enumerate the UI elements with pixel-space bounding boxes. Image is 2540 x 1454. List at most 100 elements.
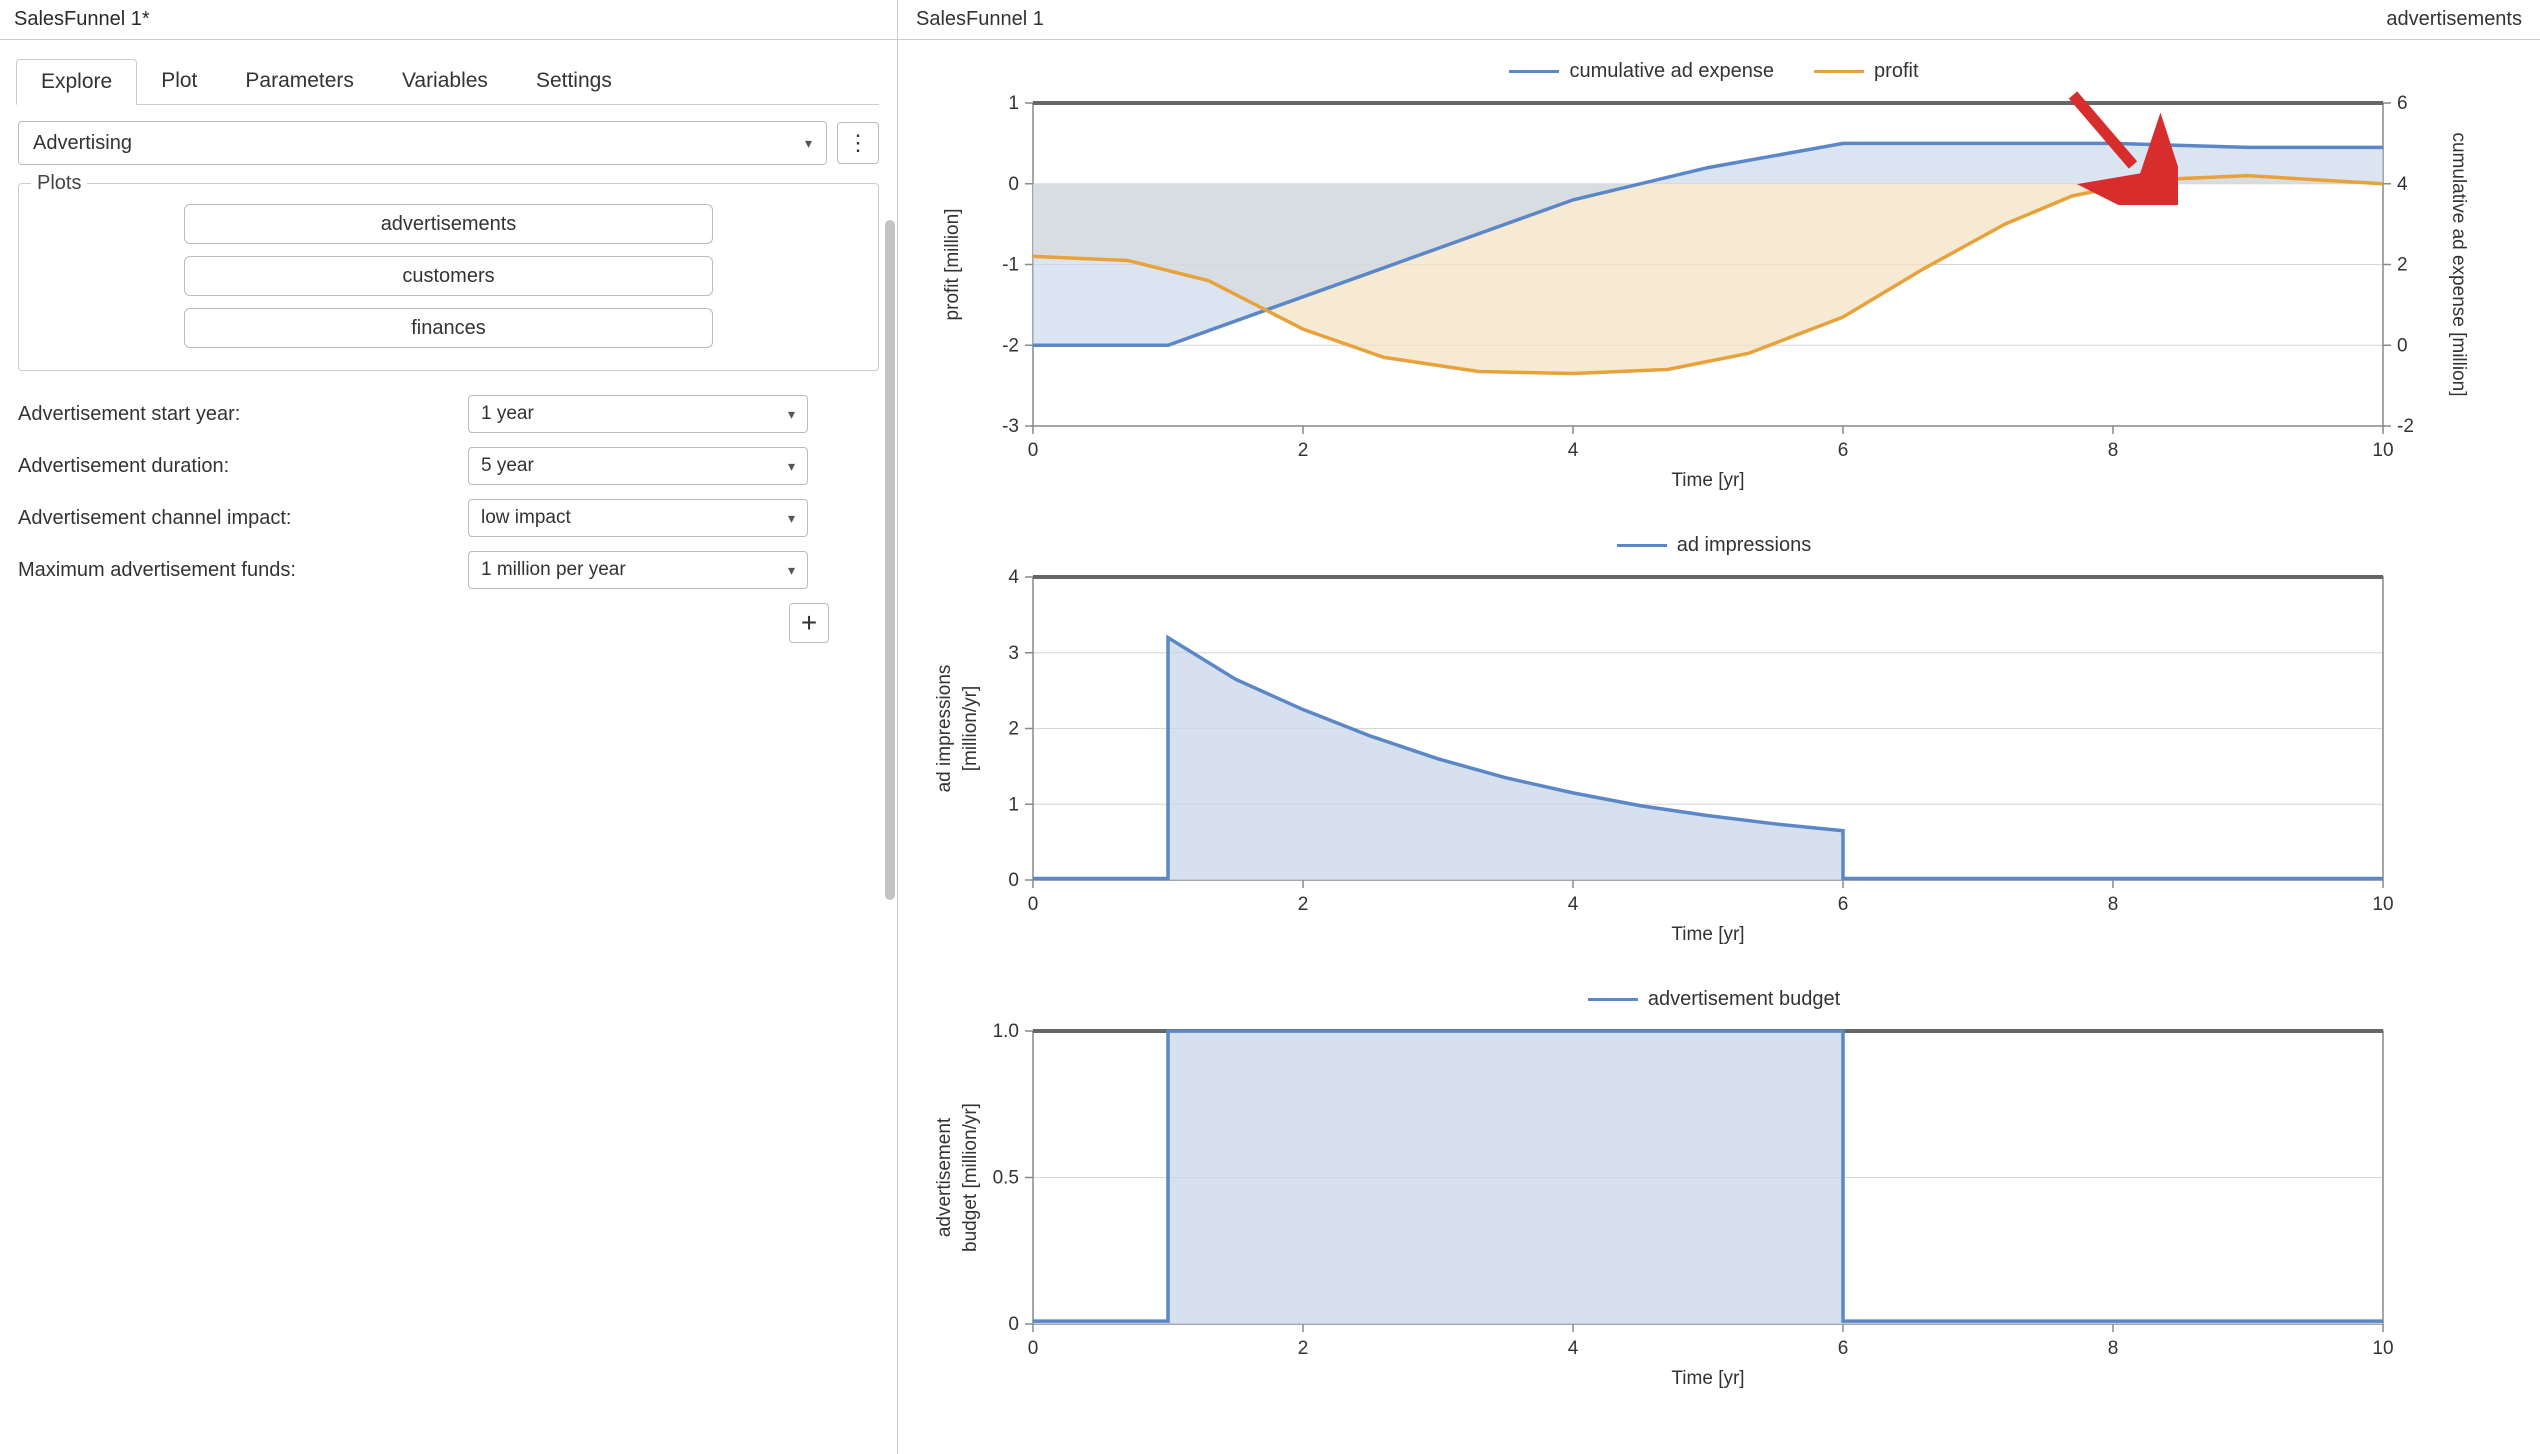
svg-text:advertisement: advertisement [934, 1117, 955, 1237]
right-title-left: SalesFunnel 1 [916, 8, 1044, 31]
chevron-down-icon: ▾ [788, 406, 795, 423]
param-select-0[interactable]: 1 year ▾ [468, 395, 808, 433]
chevron-down-icon: ▾ [788, 458, 795, 475]
param-row: Advertisement start year: 1 year ▾ [18, 395, 879, 433]
svg-text:6: 6 [2397, 93, 2408, 114]
param-label: Advertisement channel impact: [18, 507, 468, 530]
svg-text:0: 0 [1008, 1314, 1019, 1335]
param-select-3[interactable]: 1 million per year ▾ [468, 551, 808, 589]
legend-swatch [1509, 70, 1559, 73]
right-header: SalesFunnel 1 advertisements [898, 0, 2540, 40]
param-label: Maximum advertisement funds: [18, 559, 468, 582]
svg-text:2: 2 [2397, 255, 2408, 276]
svg-text:1: 1 [1008, 794, 1019, 815]
chevron-down-icon: ▾ [788, 562, 795, 579]
plots-group: Plots advertisementscustomersfinances [18, 183, 879, 371]
svg-text:ad impressions: ad impressions [934, 665, 955, 793]
left-title: SalesFunnel 1* [0, 0, 897, 40]
param-select-2[interactable]: low impact ▾ [468, 499, 808, 537]
param-label: Advertisement duration: [18, 455, 468, 478]
tab-parameters[interactable]: Parameters [221, 59, 378, 105]
svg-text:-2: -2 [2397, 416, 2414, 437]
chart-ad-budget: advertisement budget 0246810Time [yr]00.… [918, 988, 2510, 1412]
charts-area: cumulative ad expenseprofit 0246810Time … [898, 40, 2540, 1454]
svg-text:8: 8 [2108, 894, 2119, 915]
param-value: 1 million per year [481, 559, 626, 581]
svg-text:0: 0 [1028, 440, 1039, 461]
svg-text:profit [million]: profit [million] [942, 209, 963, 321]
right-panel: SalesFunnel 1 advertisements cumulative … [898, 0, 2540, 1454]
svg-text:4: 4 [1008, 567, 1019, 588]
legend-item: advertisement budget [1588, 988, 1840, 1011]
plot-button-advertisements[interactable]: advertisements [184, 204, 714, 244]
svg-text:0.5: 0.5 [993, 1168, 1019, 1189]
legend-swatch [1617, 544, 1667, 547]
svg-text:10: 10 [2372, 440, 2393, 461]
tab-plot[interactable]: Plot [137, 59, 221, 105]
kebab-icon: ⋮ [847, 130, 869, 156]
svg-text:0: 0 [1028, 894, 1039, 915]
svg-text:Time [yr]: Time [yr] [1671, 470, 1744, 491]
add-parameter-button[interactable]: + [789, 603, 829, 643]
svg-text:6: 6 [1838, 894, 1849, 915]
param-value: 1 year [481, 403, 534, 425]
svg-text:3: 3 [1008, 643, 1019, 664]
svg-text:10: 10 [2372, 1338, 2393, 1359]
svg-text:-3: -3 [1002, 416, 1019, 437]
legend-label: advertisement budget [1648, 988, 1840, 1011]
svg-text:0: 0 [1008, 870, 1019, 891]
param-value: 5 year [481, 455, 534, 477]
svg-text:cumulative ad expense [million: cumulative ad expense [million] [2448, 132, 2469, 396]
svg-text:budget [million/yr]: budget [million/yr] [960, 1103, 981, 1252]
svg-text:6: 6 [1838, 1338, 1849, 1359]
legend-item: cumulative ad expense [1509, 60, 1774, 83]
legend-label: ad impressions [1677, 534, 1812, 557]
legend-swatch [1588, 998, 1638, 1001]
kebab-menu-button[interactable]: ⋮ [837, 122, 879, 164]
svg-text:[million/yr]: [million/yr] [960, 686, 981, 772]
param-row: Advertisement channel impact: low impact ▾ [18, 499, 879, 537]
param-label: Advertisement start year: [18, 403, 468, 426]
svg-text:1.0: 1.0 [993, 1021, 1019, 1042]
svg-text:0: 0 [1008, 174, 1019, 195]
svg-text:8: 8 [2108, 440, 2119, 461]
params-list: Advertisement start year:1 year▾Advertis… [18, 395, 879, 589]
left-panel: SalesFunnel 1* ExplorePlotParametersVari… [0, 0, 898, 1454]
svg-text:2: 2 [1298, 1338, 1309, 1359]
svg-text:4: 4 [2397, 174, 2408, 195]
section-select[interactable]: Advertising ▾ [18, 121, 827, 165]
svg-text:0: 0 [2397, 335, 2408, 356]
plot-button-finances[interactable]: finances [184, 308, 714, 348]
param-select-1[interactable]: 5 year ▾ [468, 447, 808, 485]
chart-ad-impressions: ad impressions 0246810Time [yr]01234ad i… [918, 534, 2510, 968]
svg-text:8: 8 [2108, 1338, 2119, 1359]
svg-text:-1: -1 [1002, 255, 1019, 276]
scrollbar[interactable] [885, 220, 895, 900]
plus-icon: + [801, 607, 817, 639]
svg-text:-2: -2 [1002, 335, 1019, 356]
svg-text:4: 4 [1568, 1338, 1579, 1359]
chart-profit-expense: cumulative ad expenseprofit 0246810Time … [918, 60, 2510, 514]
svg-text:2: 2 [1298, 894, 1309, 915]
svg-text:2: 2 [1008, 719, 1019, 740]
tab-explore[interactable]: Explore [16, 59, 137, 105]
legend-swatch [1814, 70, 1864, 73]
svg-text:4: 4 [1568, 894, 1579, 915]
tab-settings[interactable]: Settings [512, 59, 636, 105]
right-title-right: advertisements [2386, 8, 2522, 31]
param-row: Maximum advertisement funds:1 million pe… [18, 551, 879, 589]
section-select-value: Advertising [33, 132, 132, 155]
legend-label: cumulative ad expense [1569, 60, 1774, 83]
svg-text:1: 1 [1008, 93, 1019, 114]
left-body: ExplorePlotParametersVariablesSettings A… [0, 40, 897, 643]
svg-text:6: 6 [1838, 440, 1849, 461]
tab-bar: ExplorePlotParametersVariablesSettings [16, 58, 879, 105]
legend-label: profit [1874, 60, 1918, 83]
chevron-down-icon: ▾ [788, 510, 795, 527]
plot-button-customers[interactable]: customers [184, 256, 714, 296]
legend-item: ad impressions [1617, 534, 1812, 557]
svg-text:2: 2 [1298, 440, 1309, 461]
tab-variables[interactable]: Variables [378, 59, 512, 105]
param-value: low impact [481, 507, 571, 529]
svg-text:10: 10 [2372, 894, 2393, 915]
